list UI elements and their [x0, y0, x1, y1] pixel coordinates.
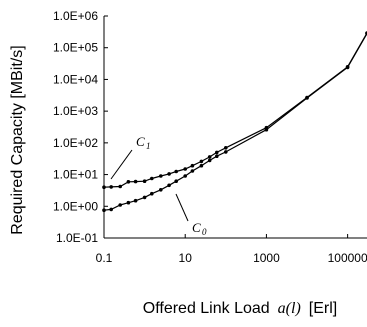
data-point	[102, 208, 106, 212]
data-point	[126, 180, 131, 184]
x-axis-title-variable: a(l)	[278, 300, 301, 317]
y-tick-labels: 1.0E+06 1.0E+05 1.0E+04 1.0E+03 1.0E+02 1.0E+…	[53, 9, 98, 245]
y-tick-label: 1.0E+05	[53, 41, 98, 55]
series-label-c1: C 1	[110, 134, 151, 180]
data-point	[224, 150, 228, 154]
series-line-0	[103, 32, 367, 188]
data-point	[109, 207, 113, 212]
y-axis-title: Required Capacity [MBit/s]	[9, 45, 26, 234]
y-tick-label: 1.0E-01	[56, 231, 98, 245]
data-point	[199, 163, 204, 168]
y-tick-label: 1.0E+04	[53, 72, 98, 86]
data-point	[174, 169, 178, 174]
c1-leader-line	[110, 149, 133, 180]
data-point	[150, 176, 154, 181]
c0-leader-line	[175, 193, 189, 222]
y-tick-label: 1.0E+06	[53, 9, 98, 23]
data-point	[118, 184, 122, 189]
data-point	[183, 174, 187, 178]
x-axis-title-unit: [Erl]	[309, 300, 337, 317]
y-tick-label: 1.0E+00	[53, 199, 98, 213]
data-point	[167, 172, 171, 176]
data-point	[142, 179, 147, 183]
y-tick-label: 1.0E+02	[53, 136, 98, 150]
data-point	[133, 198, 138, 203]
x-tick-labels: 0.1 10 1000 100000	[96, 251, 367, 265]
x-tick-label: 10	[179, 251, 193, 265]
axes	[103, 15, 367, 239]
data-point	[190, 169, 195, 173]
data-point	[199, 159, 204, 164]
y-tick-label: 1.0E+03	[53, 104, 98, 118]
c0-label-main: C	[192, 220, 201, 235]
data-point	[174, 179, 178, 183]
series-line-1	[103, 33, 367, 211]
data-point	[207, 158, 212, 163]
data-point	[159, 174, 163, 178]
series-label-c0: C 0	[175, 193, 207, 237]
data-point	[207, 155, 212, 159]
data-point	[109, 185, 113, 189]
x-tick-label: 0.1	[96, 251, 113, 265]
data-point	[102, 185, 106, 189]
data-point	[126, 200, 131, 205]
series-lines	[102, 31, 367, 212]
x-axis-title: Offered Link Load a(l) [Erl]	[143, 300, 337, 317]
data-point	[224, 146, 228, 150]
data-point	[159, 188, 163, 192]
data-point	[167, 183, 171, 188]
data-point	[183, 167, 187, 171]
x-axis-title-main: Offered Link Load	[143, 300, 270, 317]
y-tick-label: 1.0E+01	[53, 168, 98, 182]
data-point	[215, 150, 219, 155]
c0-label-sub: 0	[202, 227, 207, 237]
data-point	[190, 163, 195, 168]
c1-label-main: C	[136, 134, 145, 149]
data-point	[150, 191, 154, 196]
data-point	[264, 127, 269, 132]
x-tick-label: 1000	[253, 251, 280, 265]
x-tick-label: 100000	[328, 251, 367, 265]
data-point	[142, 195, 147, 200]
data-point	[118, 203, 122, 207]
data-point	[215, 154, 219, 158]
data-point	[133, 179, 138, 184]
c1-label-sub: 1	[146, 141, 151, 151]
data-point	[305, 96, 309, 100]
data-point	[345, 65, 350, 70]
